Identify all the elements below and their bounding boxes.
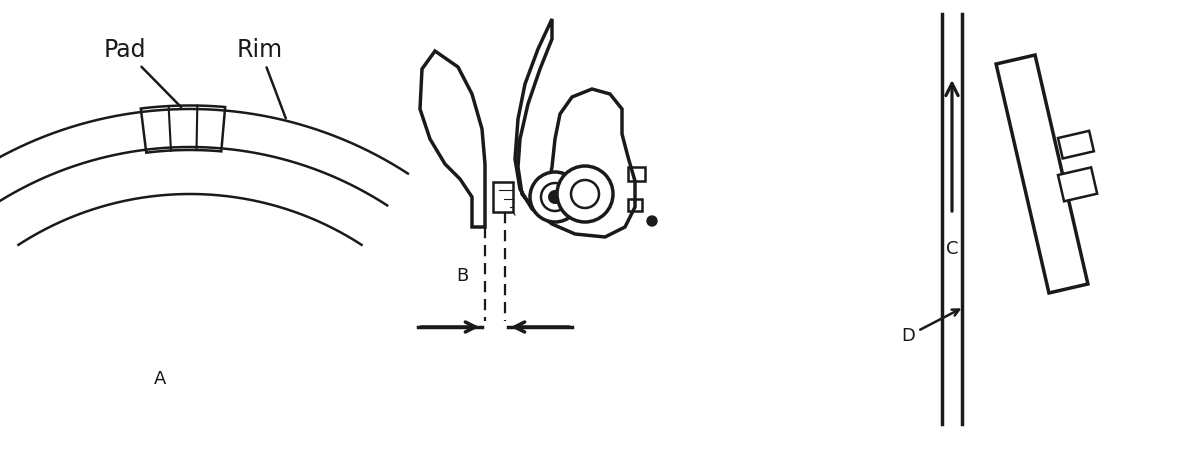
Text: C: C	[946, 240, 959, 258]
Polygon shape	[1058, 167, 1097, 201]
Polygon shape	[493, 182, 514, 212]
Text: A: A	[154, 370, 166, 388]
Circle shape	[557, 166, 613, 222]
Text: Pad: Pad	[103, 38, 181, 107]
Text: Rim: Rim	[236, 38, 286, 118]
Text: B: B	[456, 267, 468, 285]
Circle shape	[647, 216, 658, 226]
Circle shape	[548, 190, 562, 204]
Circle shape	[530, 172, 580, 222]
Polygon shape	[996, 55, 1088, 293]
Text: D: D	[901, 309, 959, 345]
Polygon shape	[1058, 131, 1094, 158]
